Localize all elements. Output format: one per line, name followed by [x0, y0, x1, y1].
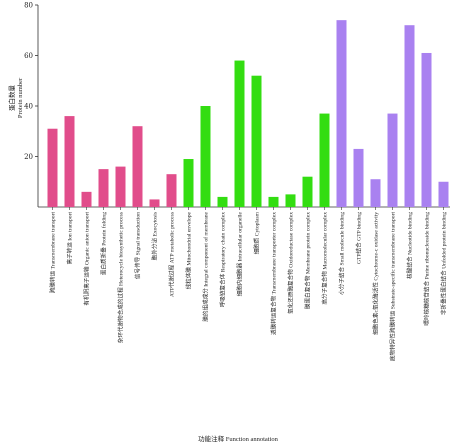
category-label: 杂环代谢物合成的过程 Heterocycle biosynthetic proc… [117, 212, 125, 343]
bar [336, 20, 347, 208]
category-label: 细胞质 Cytoplasm [253, 211, 261, 254]
bar [268, 196, 279, 207]
category-label: 透膜转运复合物 Transmembrane transporter comple… [270, 212, 278, 335]
bar [200, 106, 211, 207]
bar [370, 179, 381, 207]
bar [115, 166, 126, 207]
category-label: 氧化还原酶复合物 Oxidoreductase complex [287, 212, 295, 314]
bar [353, 148, 364, 207]
bar [217, 196, 228, 207]
bar [302, 176, 313, 207]
bar [98, 169, 109, 207]
bar [183, 159, 194, 207]
y-tick-label: 80 [24, 2, 33, 10]
bar [387, 113, 398, 207]
y-tick-label: 60 [24, 52, 33, 60]
bar [251, 75, 262, 207]
y-axis-title-cn: 蛋白数量 [7, 85, 16, 112]
bar [285, 194, 296, 207]
y-ticks: 20 40 60 80 [24, 2, 38, 161]
category-label: 蛋白质折叠 Protein folding [100, 212, 108, 275]
y-tick-label: 20 [24, 153, 33, 161]
bar [149, 199, 160, 207]
category-label: 细胞内细胞器 Intracellular organelle [236, 211, 244, 296]
category-labels: 跨膜转运 Transmembrane transport 离子转运 Ion tra… [49, 207, 448, 361]
category-label: 非折叠性蛋白结合 Unfolded protein binding [440, 212, 448, 315]
category-label: 呼吸链复合体 Respiratory chain complex [219, 212, 227, 307]
category-label: 胞外分泌 Exocytosis [151, 212, 159, 260]
bar [132, 126, 143, 207]
category-label: 跨膜转运 Transmembrane transport [49, 212, 57, 294]
category-label: GTP结合 GTP binding [355, 212, 363, 264]
category-label: 嘌呤核糖核苷结合 Purine ribonucleoside binding [423, 212, 431, 326]
bar [234, 60, 245, 207]
bar [421, 52, 432, 207]
category-label: 离子转运 Ion transport [66, 212, 74, 265]
category-label: 底物特异性跨膜转运 Substrate-specific transmembra… [389, 212, 397, 361]
bar [319, 113, 330, 207]
category-label: 信号传导 Signal transduction [134, 212, 142, 279]
bar [166, 174, 177, 207]
bar [47, 128, 58, 207]
bar [404, 25, 415, 208]
category-label: 核酸结合 Nucleotide binding [406, 212, 414, 279]
category-label: 细胞色素c氧化酶活性 Cytochrome-c oxidase activity [372, 212, 380, 335]
category-label: ATP代谢过程 ATP metabolic process [168, 212, 176, 297]
category-label: 膜的组成成分 Integral component of membrane [202, 211, 210, 321]
category-label: 小分子结合 Small molecule binding [338, 212, 346, 295]
x-axis-title: 功能注释 Function annotation [198, 434, 279, 443]
category-label: 高分子复合物 Macromolecular complex [321, 212, 329, 305]
bar [438, 181, 449, 207]
bar [64, 116, 75, 207]
category-label: 线粒体膜 Mitochondrial envelope [185, 211, 193, 289]
y-tick-label: 40 [24, 103, 33, 111]
bar [81, 191, 92, 207]
bars [47, 20, 449, 208]
y-axis-title-en: Protein number [17, 77, 24, 118]
category-label: 膜蛋白复合物 Membrane protein complex [304, 212, 312, 309]
category-label: 有机阴离子运输 Organic anion transport [83, 212, 91, 306]
